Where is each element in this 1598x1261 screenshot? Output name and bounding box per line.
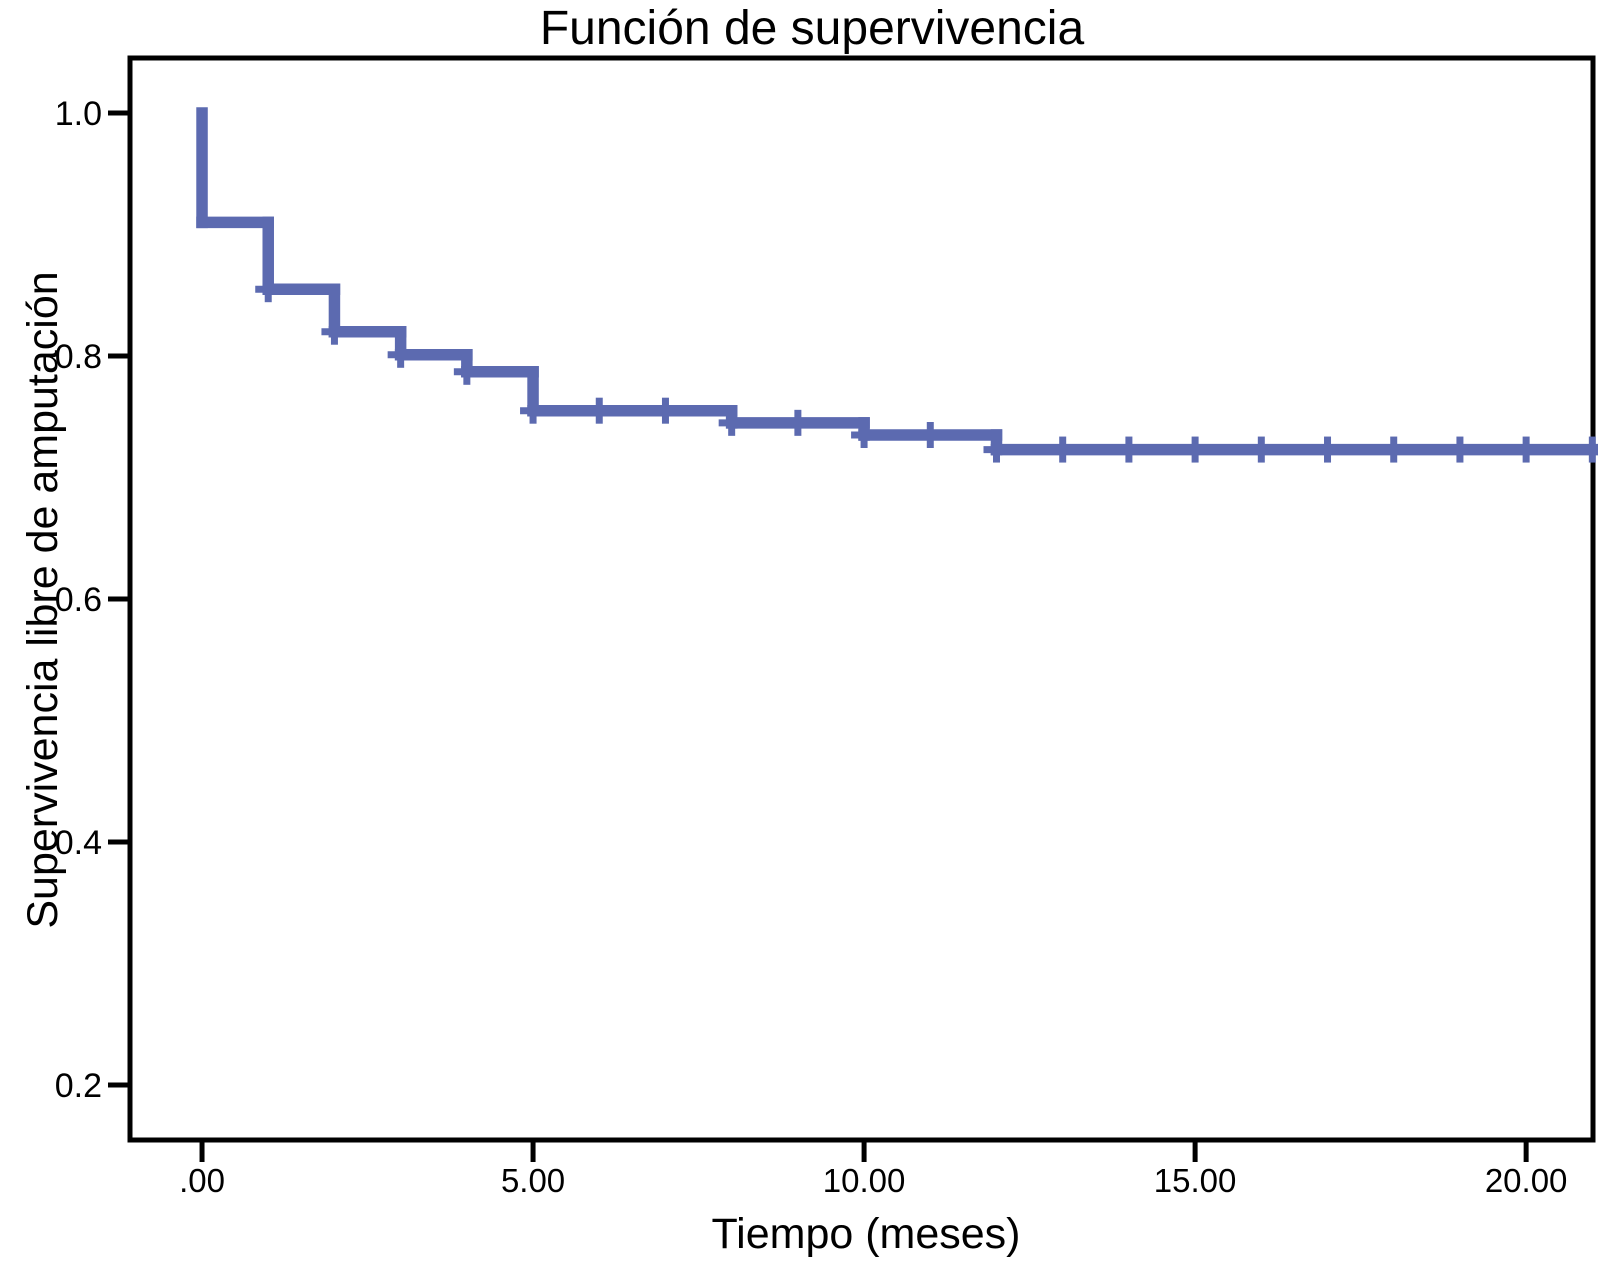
y-tick-label: 0.4	[55, 824, 102, 862]
y-tick-label: 0.8	[55, 338, 102, 376]
km-survival-curve	[196, 107, 1598, 456]
x-tick-label: 20.00	[1485, 1162, 1568, 1199]
x-axis-ticks: .00 5.00 10.00 15.00 20.00	[179, 1140, 1567, 1199]
y-tick-label: 0.6	[55, 581, 102, 619]
x-tick-label: 10.00	[823, 1162, 906, 1199]
plot-area-border	[127, 55, 1596, 1143]
y-tick-label: 0.2	[55, 1067, 102, 1105]
x-tick-label: .00	[179, 1162, 225, 1199]
x-tick-label: 15.00	[1154, 1162, 1237, 1199]
x-tick-label: 5.00	[501, 1162, 565, 1199]
censor-marks	[255, 276, 1598, 463]
y-axis-label: Supervivencia libre de amputación	[19, 271, 67, 928]
y-axis-ticks: 1.0 0.8 0.6 0.4 0.2	[55, 95, 130, 1105]
chart-title: Función de supervivencia	[540, 2, 1085, 55]
y-tick-label: 1.0	[55, 95, 102, 133]
x-axis-label: Tiempo (meses)	[711, 1210, 1020, 1258]
